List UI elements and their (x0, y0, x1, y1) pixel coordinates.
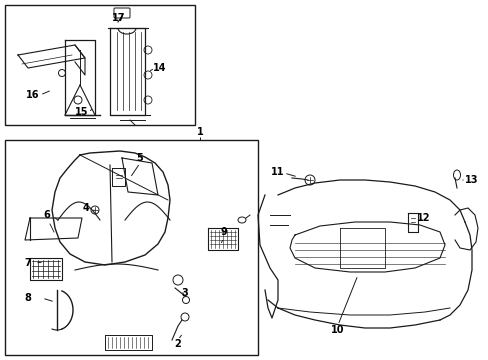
Text: 7: 7 (24, 258, 31, 268)
Text: 2: 2 (174, 339, 181, 349)
Text: 4: 4 (82, 203, 89, 213)
Text: 13: 13 (464, 175, 478, 185)
Text: 8: 8 (24, 293, 31, 303)
Text: 10: 10 (330, 325, 344, 335)
Text: 1: 1 (196, 127, 203, 137)
Text: 17: 17 (112, 13, 125, 23)
Text: 14: 14 (153, 63, 166, 73)
Text: 3: 3 (181, 288, 188, 298)
Text: 5: 5 (136, 153, 143, 163)
Text: 11: 11 (271, 167, 284, 177)
Text: 12: 12 (416, 213, 430, 223)
Text: 16: 16 (26, 90, 40, 100)
Text: 6: 6 (43, 210, 50, 220)
Bar (5, 5, 195, 125)
Bar (5, 140, 258, 355)
Text: 15: 15 (75, 107, 88, 117)
Text: 9: 9 (220, 227, 227, 237)
